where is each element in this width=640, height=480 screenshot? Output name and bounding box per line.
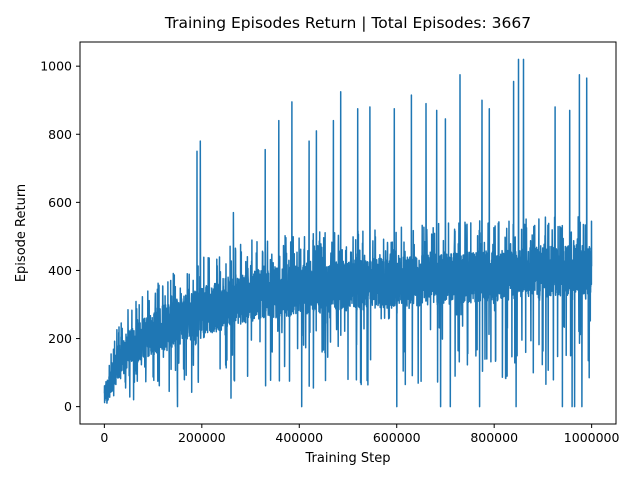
y-tick-label: 0: [64, 399, 72, 414]
x-tick-label: 0: [100, 430, 108, 445]
plot-area: [103, 58, 593, 408]
y-tick-label: 600: [48, 195, 72, 210]
x-tick-label: 800000: [470, 430, 518, 445]
y-tick-label: 1000: [40, 59, 72, 74]
axes-frame: [79, 41, 617, 425]
y-axis-label: Episode Return: [14, 184, 29, 282]
x-tick-label: 1000000: [564, 430, 620, 445]
y-tick-label: 400: [48, 263, 72, 278]
x-tick-label: 200000: [178, 430, 226, 445]
x-axis-ticks: 0 200000 400000 600000 800000 1000000: [100, 424, 620, 445]
y-tick-label: 800: [48, 127, 72, 142]
x-tick-label: 400000: [275, 430, 323, 445]
chart-title: Training Episodes Return | Total Episode…: [164, 14, 531, 32]
episode-return-series-line: [103, 58, 593, 408]
x-axis-label: Training Step: [304, 451, 390, 466]
y-axis-ticks: 0 200 400 600 800 1000: [40, 59, 80, 414]
x-tick-label: 600000: [373, 430, 421, 445]
y-tick-label: 200: [48, 331, 72, 346]
